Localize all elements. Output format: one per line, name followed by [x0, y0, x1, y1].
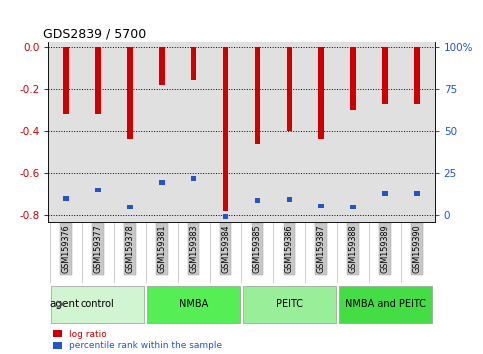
Bar — [95, 188, 100, 192]
Bar — [191, 47, 197, 80]
Bar — [95, 47, 100, 114]
Bar — [159, 180, 165, 185]
Bar — [318, 47, 324, 139]
Text: PEITC: PEITC — [276, 299, 303, 309]
FancyBboxPatch shape — [51, 286, 144, 323]
Text: GSM159376: GSM159376 — [61, 225, 71, 273]
Bar — [223, 47, 228, 211]
Bar — [127, 205, 133, 209]
Bar — [286, 47, 292, 131]
Bar — [383, 47, 388, 104]
Text: GSM159384: GSM159384 — [221, 225, 230, 273]
Bar — [127, 47, 133, 139]
Bar — [350, 47, 356, 110]
Legend: log ratio, percentile rank within the sample: log ratio, percentile rank within the sa… — [53, 330, 222, 350]
Bar — [414, 47, 420, 104]
Text: GSM159387: GSM159387 — [317, 225, 326, 273]
Bar — [255, 47, 260, 144]
Text: GSM159378: GSM159378 — [125, 225, 134, 273]
Text: NMBA: NMBA — [179, 299, 208, 309]
Text: GDS2839 / 5700: GDS2839 / 5700 — [43, 28, 147, 41]
Text: GSM159377: GSM159377 — [93, 225, 102, 274]
Text: GSM159385: GSM159385 — [253, 225, 262, 273]
Text: GSM159390: GSM159390 — [412, 225, 422, 273]
Text: GSM159381: GSM159381 — [157, 225, 166, 273]
FancyBboxPatch shape — [243, 286, 336, 323]
Bar — [383, 191, 388, 195]
Text: NMBA and PEITC: NMBA and PEITC — [345, 299, 426, 309]
Text: GSM159388: GSM159388 — [349, 225, 358, 273]
Bar — [255, 198, 260, 203]
Bar — [191, 176, 197, 181]
Bar — [63, 196, 69, 201]
Text: GSM159383: GSM159383 — [189, 225, 198, 273]
Text: GSM159389: GSM159389 — [381, 225, 390, 273]
Bar — [63, 47, 69, 114]
Bar — [414, 191, 420, 195]
Text: agent: agent — [49, 299, 79, 309]
FancyBboxPatch shape — [339, 286, 432, 323]
Text: GSM159386: GSM159386 — [285, 225, 294, 273]
FancyBboxPatch shape — [147, 286, 240, 323]
Bar — [159, 47, 165, 85]
Bar — [223, 214, 228, 219]
Text: control: control — [81, 299, 114, 309]
Bar — [286, 197, 292, 202]
Bar — [350, 205, 356, 209]
Bar — [318, 204, 324, 208]
